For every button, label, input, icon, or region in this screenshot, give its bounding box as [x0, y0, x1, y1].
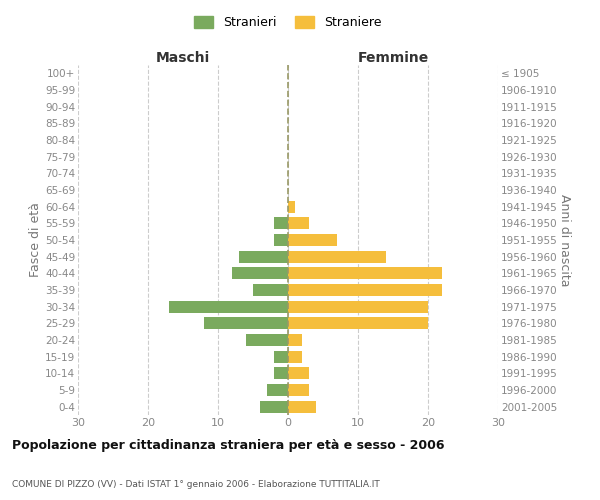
- Text: Popolazione per cittadinanza straniera per età e sesso - 2006: Popolazione per cittadinanza straniera p…: [12, 440, 445, 452]
- Bar: [288, 334, 302, 346]
- Bar: [232, 268, 288, 280]
- Bar: [288, 200, 295, 212]
- Bar: [239, 250, 288, 262]
- Bar: [288, 300, 428, 312]
- Bar: [288, 318, 428, 330]
- Bar: [288, 350, 302, 362]
- Text: Maschi: Maschi: [156, 51, 210, 65]
- Bar: [288, 284, 442, 296]
- Bar: [288, 384, 309, 396]
- Bar: [288, 268, 442, 280]
- Bar: [288, 250, 386, 262]
- Bar: [288, 400, 316, 412]
- Bar: [204, 318, 288, 330]
- Bar: [274, 218, 288, 230]
- Y-axis label: Fasce di età: Fasce di età: [29, 202, 42, 278]
- Bar: [260, 400, 288, 412]
- Bar: [274, 368, 288, 380]
- Legend: Stranieri, Straniere: Stranieri, Straniere: [190, 11, 386, 34]
- Bar: [288, 218, 309, 230]
- Bar: [274, 350, 288, 362]
- Bar: [246, 334, 288, 346]
- Bar: [288, 234, 337, 246]
- Bar: [169, 300, 288, 312]
- Bar: [288, 368, 309, 380]
- Bar: [267, 384, 288, 396]
- Text: Femmine: Femmine: [358, 51, 428, 65]
- Bar: [274, 234, 288, 246]
- Bar: [253, 284, 288, 296]
- Text: COMUNE DI PIZZO (VV) - Dati ISTAT 1° gennaio 2006 - Elaborazione TUTTITALIA.IT: COMUNE DI PIZZO (VV) - Dati ISTAT 1° gen…: [12, 480, 380, 489]
- Y-axis label: Anni di nascita: Anni di nascita: [559, 194, 571, 286]
